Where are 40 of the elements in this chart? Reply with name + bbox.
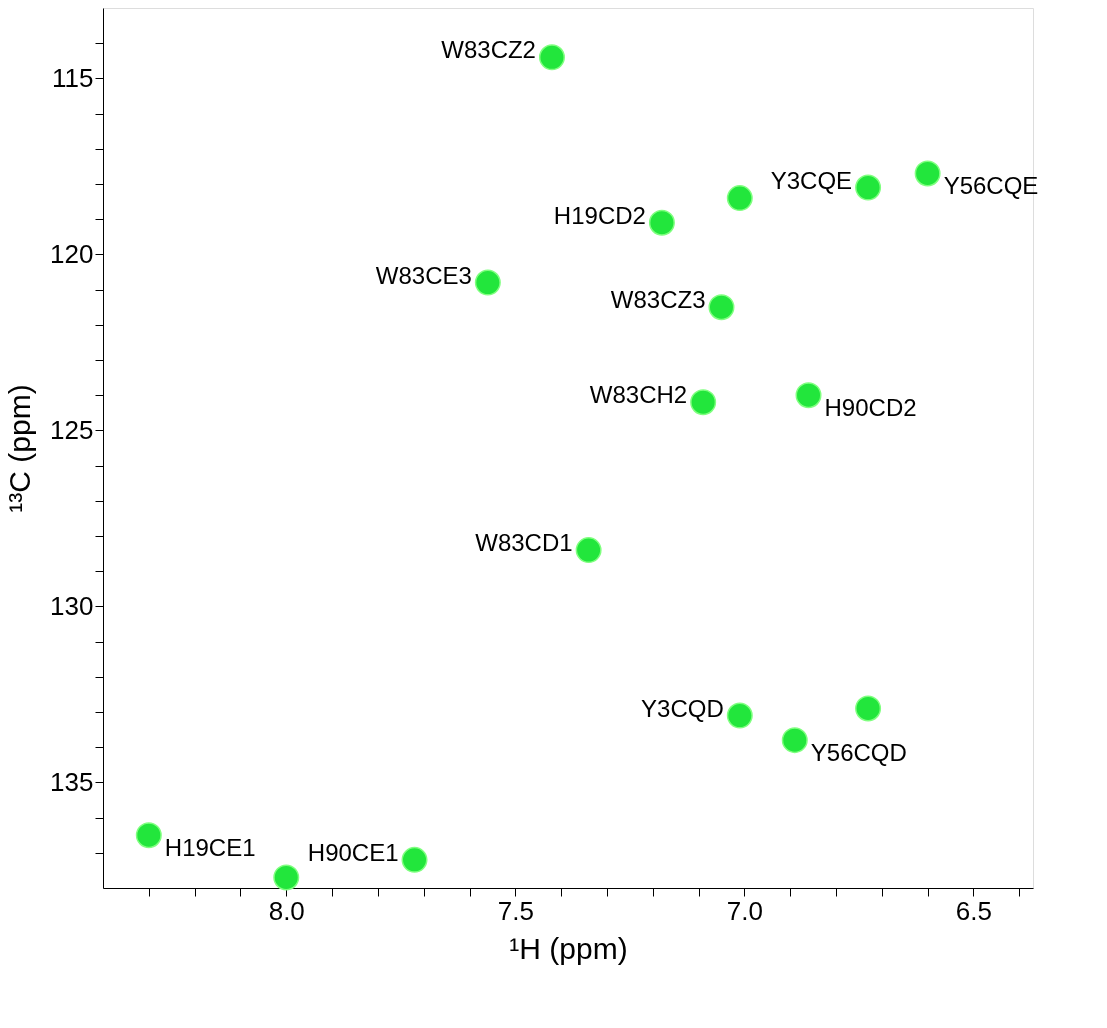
point (914, 160, 941, 187)
point (795, 382, 822, 409)
x-axis-title: ¹H (ppm) (509, 931, 628, 965)
annotation: W83CH2 (589, 381, 688, 409)
annotation: W83CE3 (375, 261, 472, 289)
point (135, 822, 162, 849)
y-axis-title: ¹³C (ppm) (3, 384, 37, 513)
point (273, 864, 300, 891)
x-tick-label: 7.5 (497, 895, 534, 926)
point (474, 269, 501, 296)
y-tick-label: 115 (52, 62, 94, 93)
annotation: Y56CQE (943, 172, 1039, 200)
annotation: W83CZ3 (610, 286, 706, 314)
annotation: Y3CQD (641, 694, 724, 722)
y-tick-label: 125 (50, 414, 94, 445)
annotation: H90CE1 (307, 838, 399, 866)
x-tick-label: 6.5 (955, 895, 993, 926)
point (690, 389, 717, 416)
x-tick-label: 7.0 (726, 895, 763, 926)
annotation: W83CZ2 (441, 36, 536, 64)
point (781, 727, 808, 754)
point (726, 185, 753, 212)
annotation: Y3CQE (770, 166, 853, 194)
y-tick-label: 120 (50, 238, 94, 269)
annotation: W83CD1 (475, 529, 573, 557)
annotation: H90CD2 (824, 394, 917, 422)
annotation: H19CE1 (164, 834, 256, 862)
point (401, 846, 428, 873)
point (855, 174, 882, 201)
y-tick-label: 130 (50, 590, 94, 621)
point (575, 537, 602, 564)
x-tick-label: 8.0 (268, 895, 305, 926)
point (648, 209, 675, 236)
point (726, 702, 753, 729)
annotation: H19CD2 (553, 201, 646, 229)
point (708, 294, 735, 321)
point (855, 695, 882, 722)
point (538, 44, 565, 71)
y-tick-label: 135 (50, 766, 94, 797)
annotation: Y56CQD (810, 739, 907, 767)
